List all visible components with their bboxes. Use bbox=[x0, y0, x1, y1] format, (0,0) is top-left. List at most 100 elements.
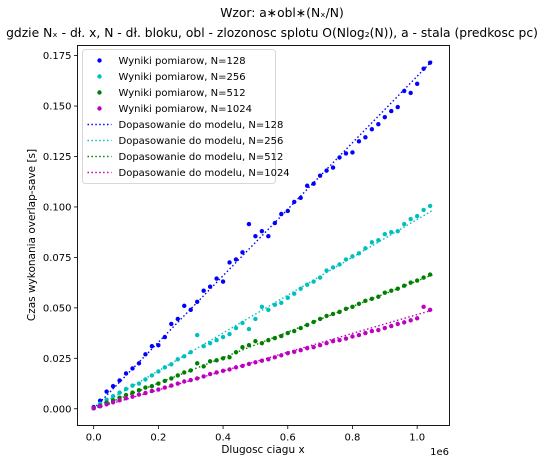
data-point bbox=[337, 262, 342, 267]
data-point bbox=[285, 295, 290, 300]
data-point bbox=[350, 254, 355, 259]
data-point bbox=[279, 211, 284, 217]
data-point bbox=[343, 336, 349, 341]
data-point bbox=[389, 229, 394, 235]
data-point bbox=[104, 397, 109, 402]
fit-line bbox=[93, 59, 434, 410]
data-point bbox=[246, 221, 252, 227]
data-point bbox=[369, 240, 375, 245]
legend-label: Wyniki pomiarow, N=128 bbox=[119, 56, 246, 67]
data-point bbox=[156, 381, 161, 386]
data-point bbox=[259, 304, 265, 310]
data-point bbox=[285, 330, 290, 336]
data-point bbox=[389, 288, 394, 293]
data-point bbox=[343, 257, 349, 262]
data-point bbox=[330, 311, 336, 317]
data-point bbox=[421, 304, 426, 310]
data-point bbox=[175, 373, 180, 378]
data-point bbox=[201, 343, 206, 349]
data-point bbox=[304, 282, 310, 287]
data-point bbox=[201, 288, 206, 293]
data-point bbox=[143, 390, 148, 396]
data-point bbox=[130, 383, 135, 388]
data-point bbox=[227, 331, 232, 337]
data-point bbox=[214, 337, 219, 343]
data-point bbox=[194, 299, 200, 304]
data-point bbox=[356, 139, 362, 144]
data-point bbox=[292, 199, 297, 205]
data-point bbox=[143, 352, 148, 357]
data-point bbox=[214, 276, 219, 281]
data-point bbox=[220, 334, 226, 340]
data-point bbox=[182, 303, 187, 309]
legend-label: Dopasowanie do modelu, N=1024 bbox=[119, 168, 290, 179]
legend-label: Dopasowanie do modelu, N=128 bbox=[119, 120, 284, 131]
data-point bbox=[292, 328, 297, 334]
data-point bbox=[408, 216, 413, 222]
data-point bbox=[311, 181, 316, 186]
data-point bbox=[130, 394, 135, 399]
legend-label: Dopasowanie do modelu, N=512 bbox=[119, 152, 284, 163]
data-point bbox=[376, 122, 381, 127]
data-point bbox=[117, 378, 122, 383]
data-point bbox=[220, 368, 226, 374]
data-point bbox=[317, 275, 323, 280]
data-point bbox=[382, 114, 388, 120]
data-point bbox=[427, 203, 433, 209]
data-point bbox=[182, 370, 187, 375]
y-tick-label: 0.000 bbox=[43, 404, 72, 415]
data-point bbox=[188, 307, 193, 313]
data-point bbox=[220, 356, 226, 361]
data-point bbox=[408, 90, 413, 96]
data-point bbox=[402, 320, 407, 325]
data-point bbox=[350, 150, 355, 155]
fit-line bbox=[93, 209, 434, 410]
data-point bbox=[149, 343, 155, 349]
data-point bbox=[427, 272, 433, 277]
data-point bbox=[233, 365, 239, 370]
data-point bbox=[259, 358, 265, 363]
data-point bbox=[175, 357, 180, 362]
data-point bbox=[292, 291, 297, 296]
data-point bbox=[414, 81, 420, 87]
data-point bbox=[233, 325, 239, 331]
data-point bbox=[402, 221, 407, 227]
data-point bbox=[123, 392, 129, 398]
data-point bbox=[169, 362, 174, 367]
data-point bbox=[317, 316, 323, 322]
data-point bbox=[246, 361, 252, 367]
data-point bbox=[246, 342, 252, 348]
data-point bbox=[317, 342, 323, 348]
data-point bbox=[188, 368, 193, 373]
chart-title-line1: Wzor: a∗obl∗(Nₓ/N) bbox=[220, 6, 344, 20]
data-point bbox=[156, 369, 161, 374]
data-point bbox=[182, 379, 187, 384]
data-point bbox=[285, 351, 290, 356]
data-point bbox=[356, 301, 362, 307]
data-point bbox=[382, 290, 388, 295]
data-point bbox=[272, 335, 278, 341]
data-point bbox=[169, 321, 174, 327]
data-point bbox=[343, 306, 349, 312]
legend-marker bbox=[97, 74, 102, 79]
data-point bbox=[421, 275, 426, 280]
data-point bbox=[324, 340, 329, 346]
data-point bbox=[130, 390, 135, 395]
y-tick-label: 0.025 bbox=[43, 354, 72, 365]
data-point bbox=[421, 207, 426, 213]
legend-label: Dopasowanie do modelu, N=256 bbox=[119, 136, 284, 147]
legend-label: Wyniki pomiarow, N=512 bbox=[119, 88, 246, 99]
data-point bbox=[376, 238, 381, 243]
data-point bbox=[427, 307, 433, 313]
x-axis-offset-label: 1e6 bbox=[430, 447, 449, 458]
data-point bbox=[169, 383, 174, 388]
y-tick-label: 0.075 bbox=[43, 253, 72, 264]
legend-box bbox=[82, 49, 276, 184]
data-point bbox=[272, 355, 278, 360]
data-point bbox=[253, 316, 258, 322]
data-point bbox=[207, 371, 213, 377]
data-point bbox=[279, 353, 284, 358]
data-point bbox=[317, 173, 323, 178]
data-point bbox=[136, 381, 142, 386]
